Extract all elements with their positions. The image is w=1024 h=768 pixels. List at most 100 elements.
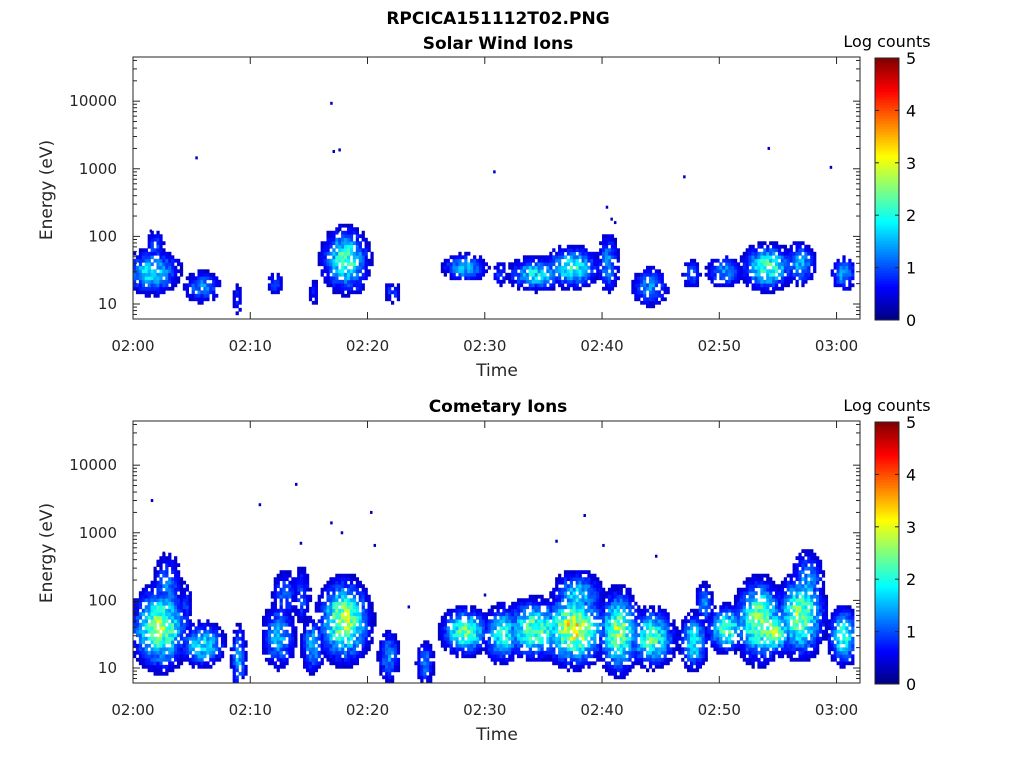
- heatmap-cell: [159, 276, 163, 281]
- heatmap-cell: [646, 633, 650, 638]
- heatmap-cell: [540, 283, 544, 288]
- heatmap-cell: [684, 279, 688, 284]
- heatmap-cell: [725, 258, 729, 263]
- heatmap-cell: [625, 601, 629, 606]
- heatmap-cell: [279, 633, 283, 638]
- heatmap-cell: [133, 629, 137, 634]
- heatmap-cell: [364, 262, 368, 267]
- colorbar-segment: [875, 217, 899, 221]
- heatmap-cell: [232, 304, 236, 309]
- heatmap-cell: [133, 612, 137, 617]
- heatmap-cell: [493, 633, 497, 638]
- heatmap-cell: [475, 615, 480, 620]
- heatmap-cell: [138, 636, 143, 641]
- heatmap-cell: [836, 265, 840, 270]
- heatmap-cell: [267, 622, 272, 627]
- heatmap-cell: [716, 647, 720, 652]
- heatmap-cell: [200, 626, 204, 631]
- heatmap-cell: [341, 615, 345, 620]
- heatmap-cell: [215, 636, 219, 641]
- colorbar-segment: [875, 105, 899, 109]
- colorbar-segment: [875, 123, 899, 127]
- colorbar-segment: [875, 118, 899, 122]
- heatmap-cell: [725, 650, 729, 655]
- heatmap-cell: [619, 633, 623, 638]
- heatmap-cell: [446, 640, 450, 645]
- heatmap-cell: [643, 612, 647, 617]
- heatmap-cell: [390, 675, 395, 680]
- heatmap-cell: [596, 591, 600, 596]
- heatmap-cell: [420, 661, 424, 666]
- heatmap-cell: [176, 577, 181, 582]
- heatmap-cell: [780, 255, 785, 260]
- heatmap-cell: [710, 615, 714, 620]
- heatmap-cell: [361, 276, 365, 281]
- heatmap-cell: [144, 605, 148, 610]
- heatmap-cell: [467, 272, 471, 277]
- heatmap-cell: [774, 262, 779, 267]
- heatmap-cell: [801, 276, 805, 281]
- heatmap-cell: [748, 251, 752, 256]
- heatmap-cell: [150, 647, 154, 652]
- heatmap-cell: [596, 622, 600, 627]
- heatmap-cell: [631, 612, 635, 617]
- heatmap-cell: [514, 629, 518, 634]
- heatmap-cell: [358, 612, 362, 617]
- heatmap-cell: [558, 587, 562, 592]
- heatmap-cell: [502, 608, 506, 613]
- heatmap-cell: [637, 608, 641, 613]
- heatmap-cell: [135, 615, 140, 620]
- heatmap-cell: [267, 286, 272, 291]
- colorbar-segment: [875, 267, 899, 271]
- heatmap-cell: [634, 661, 638, 666]
- heatmap-cell: [358, 255, 362, 260]
- heatmap-cell: [707, 636, 711, 641]
- heatmap-cell: [613, 587, 617, 592]
- heatmap-cell: [634, 608, 638, 613]
- heatmap-cell: [156, 570, 160, 575]
- heatmap-cell: [174, 269, 178, 274]
- heatmap-cell: [420, 654, 424, 659]
- colorbar-segment: [875, 97, 899, 101]
- heatmap-cell: [578, 262, 582, 267]
- heatmap-cell: [487, 265, 491, 270]
- heatmap-cell: [555, 615, 559, 620]
- heatmap-cell: [235, 622, 239, 627]
- heatmap-cell: [241, 664, 245, 669]
- heatmap-cell: [135, 272, 140, 277]
- heatmap-cell: [651, 668, 656, 673]
- heatmap-cell: [288, 647, 292, 652]
- heatmap-cell: [701, 594, 705, 599]
- heatmap-cell: [722, 276, 726, 281]
- heatmap-cell: [323, 276, 327, 281]
- heatmap-cell: [273, 608, 277, 613]
- heatmap-cell: [478, 276, 483, 281]
- heatmap-cell: [619, 647, 623, 652]
- heatmap-cell: [282, 570, 286, 575]
- heatmap-cell: [648, 272, 653, 277]
- heatmap-cell: [522, 286, 527, 291]
- heatmap-cell: [144, 272, 148, 277]
- heatmap-cell: [689, 258, 694, 263]
- heatmap-cell: [138, 612, 143, 617]
- heatmap-cell: [481, 633, 486, 638]
- heatmap-cell: [687, 664, 691, 669]
- heatmap-cell: [698, 647, 702, 652]
- heatmap-cell: [519, 619, 524, 624]
- heatmap-cell: [499, 661, 503, 666]
- heatmap-cell: [481, 626, 486, 631]
- heatmap-cell: [182, 647, 187, 652]
- heatmap-cell: [153, 622, 157, 627]
- heatmap-cell: [587, 570, 591, 575]
- heatmap-cell: [558, 664, 562, 669]
- heatmap-cell: [719, 619, 723, 624]
- heatmap-cell: [344, 608, 348, 613]
- heatmap-cell: [625, 605, 629, 610]
- heatmap-cell: [314, 664, 318, 669]
- heatmap-cell: [270, 640, 275, 645]
- heatmap-cell: [672, 629, 676, 634]
- heatmap-cell: [596, 629, 600, 634]
- heatmap-cell: [757, 251, 761, 256]
- heatmap-cell: [725, 640, 729, 645]
- heatmap-cell: [332, 290, 336, 295]
